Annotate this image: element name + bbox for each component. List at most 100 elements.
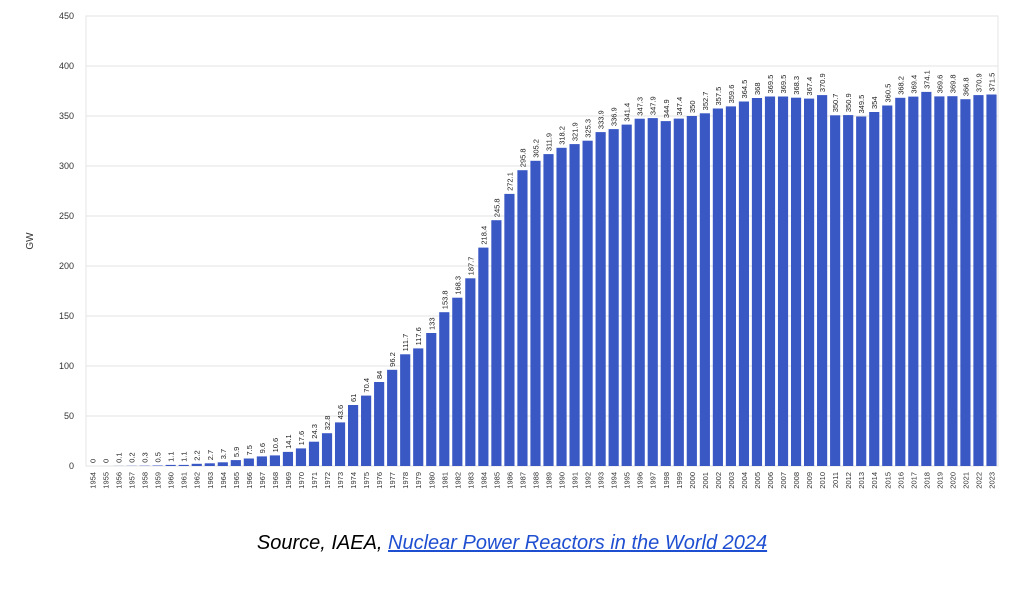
bar (621, 124, 632, 466)
x-tick-label: 1960 (167, 472, 176, 489)
x-tick-label: 1999 (675, 472, 684, 489)
x-tick-label: 2004 (740, 472, 749, 489)
bar (204, 463, 215, 466)
x-tick-label: 1955 (102, 472, 111, 489)
x-tick-label: 1993 (597, 472, 606, 489)
bar (517, 170, 528, 466)
x-tick-label: 1992 (584, 472, 593, 489)
bar (777, 96, 789, 466)
x-tick-label: 1996 (636, 472, 645, 489)
data-label: 321.9 (571, 122, 580, 141)
x-tick-label: 1995 (623, 472, 632, 489)
data-label: 367.4 (805, 77, 814, 96)
data-label: 341.4 (623, 103, 632, 122)
data-label: 0 (89, 459, 98, 463)
data-label: 366.8 (961, 77, 970, 96)
bar (282, 451, 294, 466)
x-tick-label: 2006 (766, 472, 775, 489)
x-tick-label: 2007 (779, 472, 788, 489)
bar (400, 354, 411, 466)
x-tick-label: 1957 (128, 472, 137, 489)
bar (256, 456, 267, 466)
bar (895, 97, 906, 467)
bar (738, 101, 750, 466)
bar (804, 98, 815, 466)
data-label: 370.9 (974, 73, 983, 92)
data-label: 357.5 (714, 87, 723, 106)
data-label: 352.7 (701, 92, 710, 111)
data-label: 218.4 (479, 226, 488, 245)
x-tick-label: 1968 (271, 472, 280, 489)
x-tick-label: 1991 (571, 472, 580, 489)
bar (686, 116, 697, 466)
x-tick-label: 2012 (844, 472, 853, 489)
x-tick-label: 1969 (284, 472, 293, 489)
x-tick-label: 1973 (336, 472, 345, 489)
data-label: 61 (349, 394, 358, 402)
source-caption: Source, IAEA, Nuclear Power Reactors in … (0, 532, 1024, 555)
bar (465, 278, 476, 466)
bar (543, 154, 554, 466)
bar (960, 99, 971, 466)
data-label: 347.3 (636, 97, 645, 116)
x-tick-label: 1982 (453, 472, 462, 489)
x-tick-label: 1959 (154, 472, 163, 489)
x-tick-label: 2020 (948, 472, 957, 489)
bar (908, 96, 919, 466)
bar (321, 433, 333, 466)
x-tick-label: 1967 (258, 472, 267, 489)
bar (556, 147, 567, 467)
source-prefix: Source, IAEA, (256, 532, 389, 554)
data-label: 295.8 (518, 148, 527, 167)
x-tick-label: 1963 (206, 472, 215, 489)
y-tick-label: 0 (69, 461, 74, 471)
y-axis-ticks: 0 50 100 150 200 250 300 350 400 450 (59, 11, 74, 471)
data-label: 2.2 (193, 450, 202, 460)
x-tick-label: 1980 (427, 472, 436, 489)
data-label: 369.4 (909, 75, 918, 94)
bar (934, 96, 945, 467)
x-tick-label: 2009 (805, 472, 814, 489)
bar (725, 106, 736, 467)
x-tick-label: 1958 (141, 472, 150, 489)
bar (295, 448, 307, 466)
bar (348, 405, 359, 466)
x-tick-label: 2000 (688, 472, 697, 489)
bar (569, 144, 580, 466)
data-label: 364.5 (740, 80, 749, 99)
bar (830, 115, 841, 467)
y-axis-title: GW (25, 232, 36, 250)
bar (152, 465, 163, 466)
bars (113, 91, 997, 467)
y-tick-label: 100 (59, 361, 74, 371)
x-tick-label: 1970 (297, 472, 306, 489)
x-tick-label: 1962 (193, 472, 202, 489)
data-label: 368 (753, 82, 762, 95)
data-label: 24.3 (310, 424, 319, 439)
data-label: 96.2 (388, 352, 397, 367)
bar (882, 105, 893, 466)
data-label: 360.5 (883, 84, 892, 103)
source-link[interactable]: Nuclear Power Reactors in the World 2024 (388, 532, 768, 554)
data-label: 0.1 (115, 452, 124, 462)
data-label: 369.6 (935, 75, 944, 94)
bar (504, 193, 515, 466)
bar (817, 95, 828, 466)
bar (426, 333, 437, 466)
data-label: 168.3 (453, 276, 462, 295)
bar (308, 441, 320, 466)
bar (869, 112, 880, 466)
data-label: 350.9 (844, 93, 853, 112)
data-label: 344.9 (662, 99, 671, 118)
bar (712, 108, 723, 466)
bar (608, 129, 619, 466)
bar (699, 113, 710, 467)
data-label: 369.5 (766, 75, 775, 94)
data-label: 84 (375, 371, 384, 379)
data-label: 1.1 (167, 451, 176, 461)
x-tick-label: 1983 (466, 472, 475, 489)
data-label: 350 (688, 100, 697, 113)
x-tick-label: 1990 (558, 472, 567, 489)
x-tick-label: 1964 (219, 472, 228, 489)
bar (595, 132, 606, 466)
